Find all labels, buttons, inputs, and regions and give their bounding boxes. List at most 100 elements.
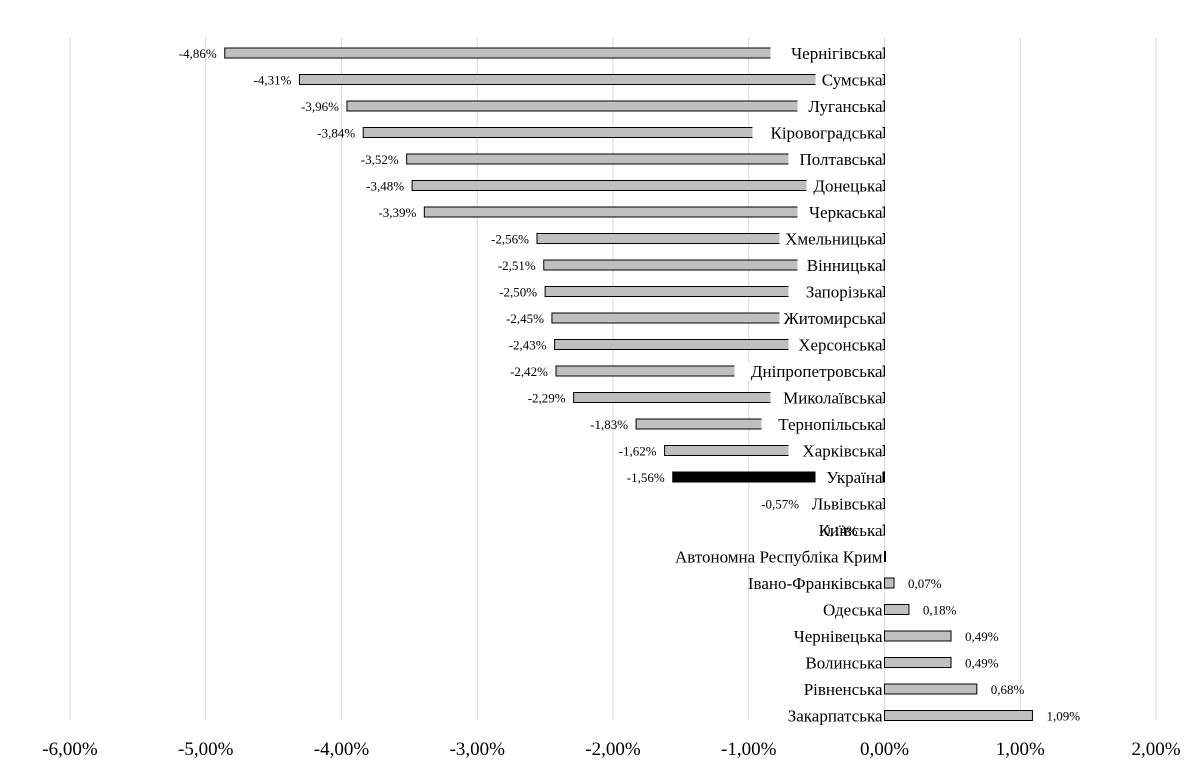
bar: [664, 445, 886, 456]
category-label-bg: [806, 521, 883, 539]
data-label: -0,57%: [761, 497, 799, 512]
bar: [555, 365, 885, 377]
category-label: Житомирська: [784, 309, 883, 328]
bar: [406, 153, 885, 165]
x-tick-label: -5,00%: [178, 739, 234, 760]
data-label: -1,83%: [590, 417, 628, 432]
bar: [362, 127, 886, 138]
data-label: -1,62%: [619, 444, 657, 459]
category-label: Хмельницька: [785, 230, 883, 249]
category-label: Київська: [819, 521, 883, 540]
data-label: 0,18%: [923, 603, 957, 618]
category-label-bg: [752, 123, 883, 142]
data-label: -1,56%: [627, 470, 665, 485]
category-label: Кіровоградська: [771, 124, 883, 143]
category-label: Луганська: [808, 97, 883, 116]
bar: [554, 339, 885, 350]
x-tick-label: 0,00%: [860, 739, 909, 760]
category-label-bg: [734, 362, 883, 380]
category-label-bg: [788, 441, 883, 460]
category-label: Львівська: [812, 495, 883, 514]
gridlines: [69, 38, 1157, 720]
bars: [224, 47, 1033, 721]
category-label: Автономна Республіка Крим: [675, 548, 883, 567]
category-label-bg: [788, 335, 883, 354]
data-label: 0,07%: [908, 576, 942, 591]
bar: [672, 471, 885, 483]
data-label: 1,09%: [1046, 709, 1080, 724]
bar: [298, 74, 886, 85]
data-label: -4,86%: [179, 46, 217, 61]
category-label: Волинська: [805, 654, 883, 673]
x-axis-ticks: -6,00% -5,00% -4,00% -3,00% -2,00% -1,00% 0,00…: [42, 739, 1180, 760]
x-tick-label: -6,00%: [42, 739, 98, 760]
bar: [346, 100, 885, 112]
category-label: Чернівецька: [794, 627, 883, 646]
bar: [543, 259, 886, 271]
x-tick-label: 2,00%: [1131, 739, 1180, 760]
category-label: Миколаївська: [783, 389, 883, 408]
bar: [224, 47, 885, 59]
category-label-bg: [797, 256, 883, 274]
category-label-bg: [761, 415, 883, 433]
data-label: 0,49%: [965, 629, 999, 644]
category-label-bg: [779, 309, 883, 327]
category-label-bg: [797, 494, 883, 513]
data-label: -3,48%: [366, 179, 404, 194]
category-label: Черкаська: [809, 203, 883, 222]
category-label-bg: [788, 282, 883, 301]
bar: [536, 233, 885, 244]
category-label: Вінницька: [807, 256, 883, 275]
data-label: -3,39%: [378, 205, 416, 220]
bar: [884, 683, 978, 695]
bar: [635, 418, 886, 430]
category-label-bg: [815, 70, 883, 89]
data-label: 0,49%: [965, 656, 999, 671]
category-label: Одеська: [823, 601, 883, 620]
bar: [411, 180, 885, 191]
x-tick-label: -4,00%: [314, 739, 370, 760]
bar: [551, 312, 885, 324]
category-label: Івано-Франківська: [748, 574, 883, 593]
data-label: -2,43%: [509, 338, 547, 353]
category-label-bg: [815, 468, 883, 486]
category-label: Полтавська: [800, 150, 883, 169]
bar: [884, 551, 886, 562]
category-label-bg: [788, 150, 883, 168]
data-label: -2,45%: [506, 311, 544, 326]
bar: [573, 392, 885, 403]
data-label: -3,96%: [301, 99, 339, 114]
data-label: -3,84%: [317, 126, 355, 141]
category-label-bg: [770, 44, 883, 62]
category-label-bg: [779, 229, 883, 248]
category-label-bg: [797, 97, 883, 115]
data-label: -2,56%: [491, 232, 529, 247]
category-label: Дніпропетровська: [751, 362, 883, 381]
bar: [884, 710, 1033, 721]
data-label: 0,68%: [991, 682, 1025, 697]
bar: [544, 286, 885, 297]
data-label: -4,31%: [253, 73, 291, 88]
x-tick-label: -1,00%: [721, 739, 777, 760]
data-label: -3,52%: [361, 152, 399, 167]
bar: [884, 604, 910, 615]
bar: [884, 630, 952, 642]
category-label: Донецька: [813, 177, 883, 196]
category-label: Херсонська: [798, 336, 883, 355]
data-label: -2,29%: [528, 391, 566, 406]
category-label: Запорізька: [806, 283, 883, 302]
category-label: Чернігівська: [791, 44, 883, 63]
labels: Чернігівська -4,86% Сумська -4,31% Луганська…: [179, 44, 1080, 726]
category-label-bg: [770, 388, 883, 407]
data-label: -2,42%: [510, 364, 548, 379]
category-label: Тернопільська: [778, 415, 883, 434]
category-label: Україна: [826, 468, 883, 487]
data-label: -0,14%: [820, 523, 858, 538]
category-label: Закарпатська: [788, 707, 883, 726]
bar: [884, 577, 895, 589]
category-label: Харківська: [802, 442, 883, 461]
bar: [884, 657, 952, 668]
category-label-bg: [806, 176, 883, 195]
